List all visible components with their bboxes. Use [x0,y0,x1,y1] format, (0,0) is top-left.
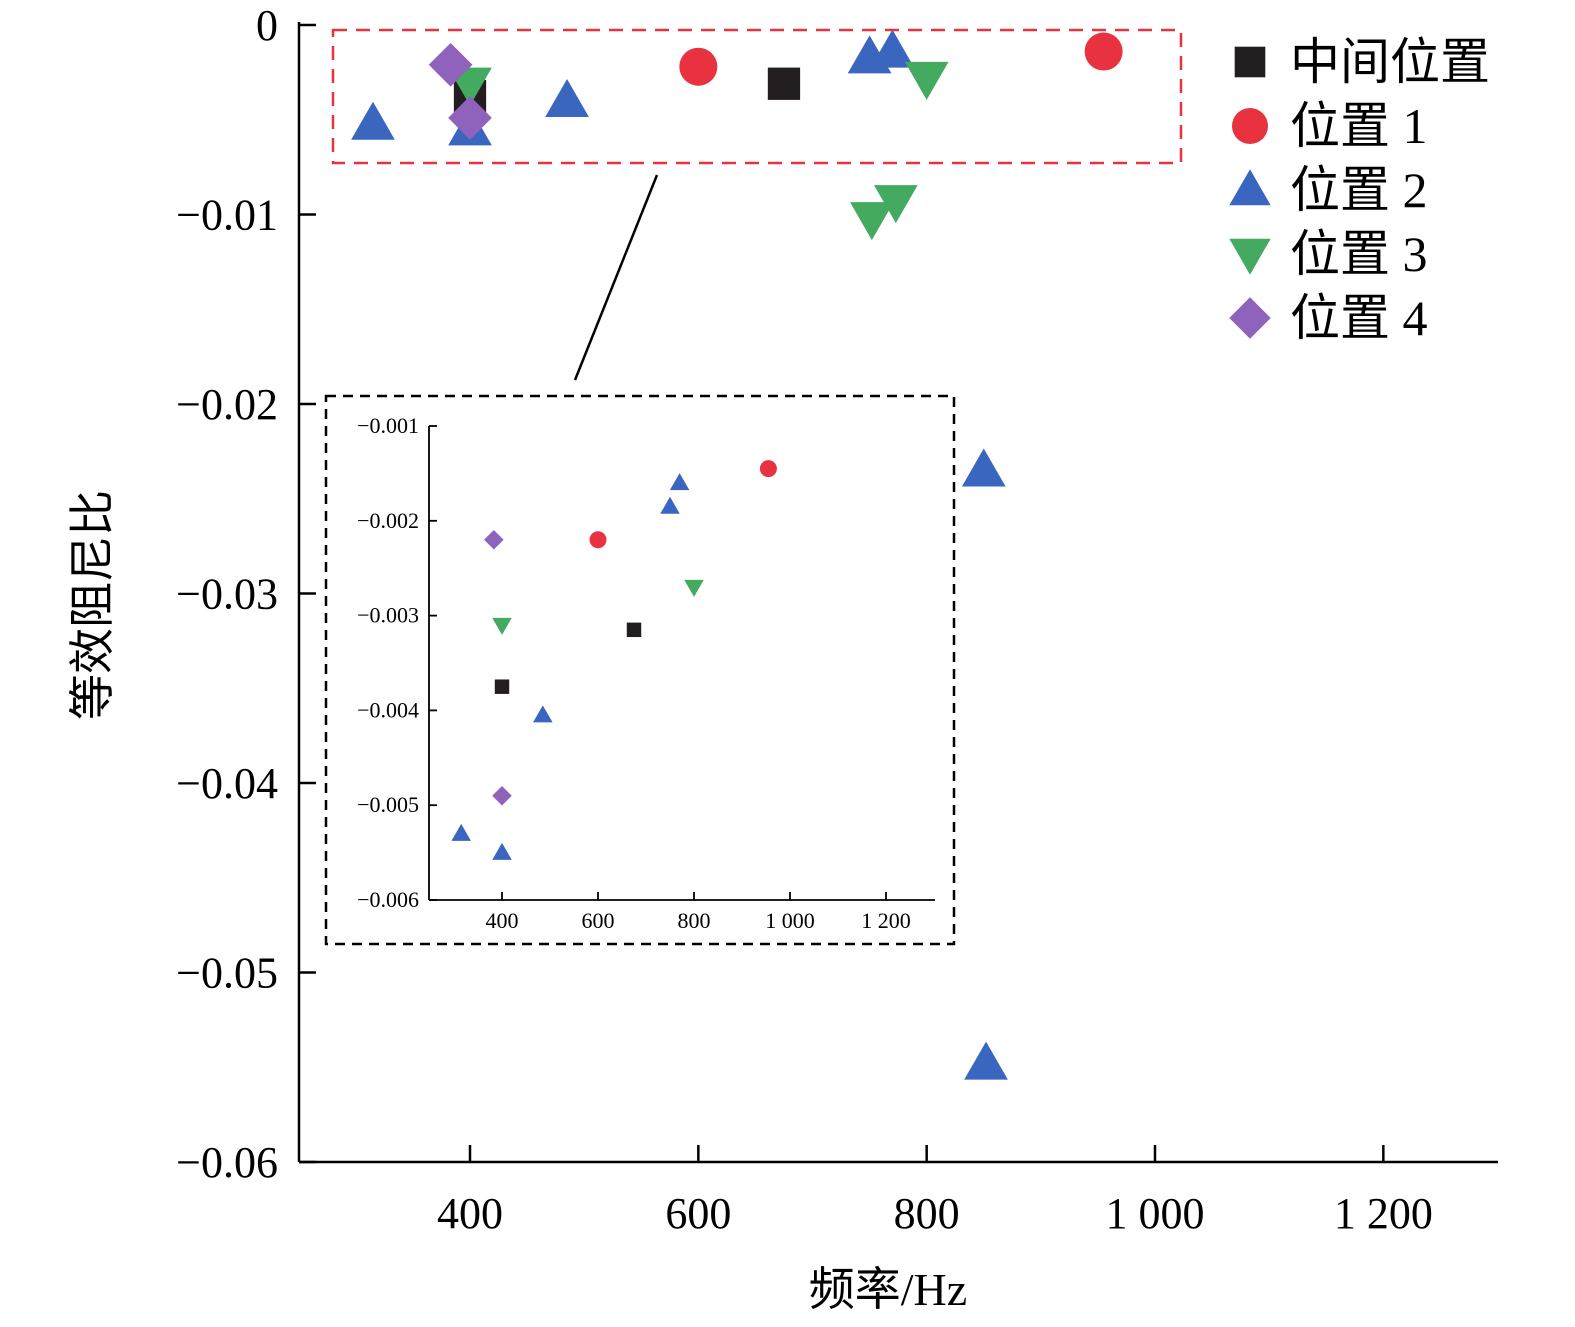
inset-data-point-位置-3 [492,617,512,635]
inset-y-tick-label: −0.001 [357,413,419,438]
inset-y-ticks: −0.001 −0.002 −0.003 −0.004 −0.005 −0.006 [357,413,437,912]
legend-marker-位置-1 [1232,108,1268,144]
data-point-位置-4 [448,96,492,140]
legend-label-位置-3: 位置 3 [1290,226,1428,282]
data-point-位置-3 [873,185,918,224]
inset-data-point-位置-2 [451,823,471,841]
data-point-位置-1 [1084,32,1123,71]
inset-data-point-位置-2 [533,705,553,723]
x-tick-label: 800 [894,1189,960,1238]
inset-data-point-位置-4 [492,785,512,806]
inset-x-tick-label: 1 000 [765,908,815,933]
y-tick-label: −0.01 [176,191,278,240]
inset-x-tick-label: 400 [486,908,519,933]
legend-marker-位置-4 [1229,297,1271,339]
legend-marker-中间位置 [1234,46,1266,78]
x-tick-label: 1 200 [1334,1189,1433,1238]
y-tick-label: −0.06 [176,1138,278,1187]
y-tick-label: −0.05 [176,949,278,998]
inset-x-ticks: 400 600 800 1 000 1 200 [486,892,911,933]
inset-frame [324,394,956,946]
data-point-中间位置 [767,67,801,100]
inset-data-point-位置-2 [492,842,512,860]
inset-x-tick-label: 1 200 [861,908,911,933]
legend-label-位置-1: 位置 1 [1290,98,1428,154]
inset-plot: −0.001 −0.002 −0.003 −0.004 −0.005 −0.006 400… [324,394,956,946]
y-ticks: 0 −0.01 −0.02 −0.03 −0.04 −0.05 −0.06 [176,1,316,1187]
y-tick-label: −0.02 [176,380,278,429]
x-tick-label: 600 [665,1189,731,1238]
main-axes: 0 −0.01 −0.02 −0.03 −0.04 −0.05 −0.06 400 600 80… [176,1,1498,1238]
inset-x-tick-label: 800 [678,908,711,933]
x-tick-label: 400 [437,1189,503,1238]
legend-marker-位置-2 [1229,169,1271,206]
inset-x-tick-label: 600 [582,908,615,933]
inset-data-point-中间位置 [494,679,510,694]
data-point-位置-2 [351,101,395,140]
main-data-markers [351,29,1123,1080]
inset-data-point-位置-4 [484,529,504,550]
y-tick-label: −0.03 [176,570,278,619]
data-point-位置-2 [964,1041,1008,1080]
zoom-region-box [331,28,1183,165]
inset-y-tick-label: −0.005 [357,792,419,817]
x-ticks: 400 600 800 1 000 1 200 [437,1145,1433,1238]
inset-y-tick-label: −0.004 [357,697,419,722]
zoom-callout-line [573,174,659,381]
y-tick-label: 0 [256,1,278,50]
inset-data-point-位置-1 [589,531,607,549]
data-point-位置-1 [679,47,718,86]
data-point-位置-2 [545,78,589,117]
x-axis-label: 频率/Hz [809,1264,967,1315]
data-point-位置-3 [904,61,949,100]
inset-data-point-位置-1 [759,460,777,478]
y-axis-label: 等效阻尼比 [67,490,118,720]
y-tick-label: −0.04 [176,759,278,808]
inset-y-tick-label: −0.006 [357,887,419,912]
legend-marker-位置-3 [1229,238,1271,275]
inset-y-tick-label: −0.002 [357,508,419,533]
data-point-位置-4 [428,42,473,87]
legend-label-位置-4: 位置 4 [1290,290,1428,346]
inset-data-point-位置-3 [684,579,704,597]
data-point-位置-2 [961,448,1006,487]
inset-data-point-中间位置 [626,622,642,638]
inset-y-tick-label: −0.003 [357,603,419,628]
inset-data-markers [451,460,777,860]
data-point-位置-3 [850,202,894,241]
legend-label-中间位置: 中间位置 [1290,34,1490,90]
inset-data-point-位置-2 [660,496,680,514]
inset-data-point-位置-2 [669,473,690,491]
legend-label-位置-2: 位置 2 [1290,162,1428,218]
data-point-位置-2 [870,29,915,68]
x-tick-label: 1 000 [1106,1189,1205,1238]
